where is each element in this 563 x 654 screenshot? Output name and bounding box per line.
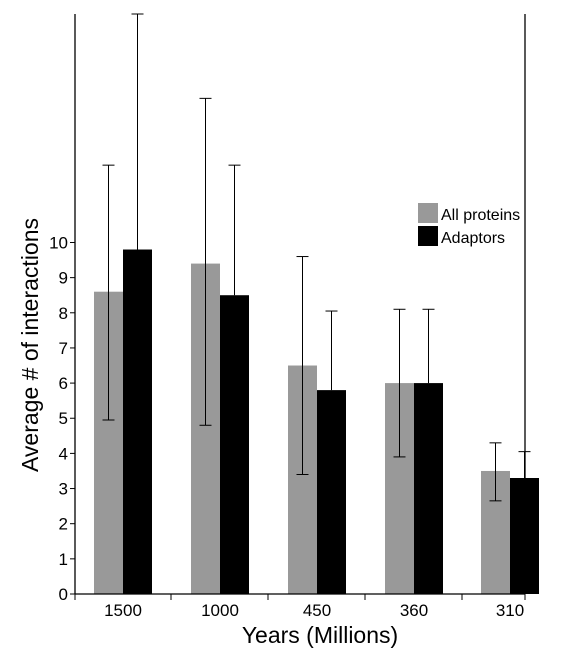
ticks-layer: 0 1 2 3 4 5 6 7 8 9 10 1500 1000 450 360 310 bbox=[49, 233, 526, 620]
x-tick-label-310: 310 bbox=[496, 601, 524, 620]
legend: All proteins Adaptors bbox=[418, 203, 520, 247]
y-tick-label-7: 7 bbox=[59, 339, 68, 358]
bar-adaptors-1000 bbox=[220, 295, 249, 594]
legend-swatch-adaptors bbox=[418, 226, 438, 246]
x-tick-label-450: 450 bbox=[303, 601, 331, 620]
y-tick-label-10: 10 bbox=[49, 233, 68, 252]
y-tick-label-2: 2 bbox=[59, 515, 68, 534]
axes-layer bbox=[74, 14, 526, 595]
bar-adaptors-1500 bbox=[123, 249, 152, 595]
x-tick-label-1000: 1000 bbox=[201, 601, 239, 620]
bar-adaptors-360 bbox=[414, 383, 443, 594]
y-axis-title: Average # of interactions bbox=[17, 218, 43, 472]
y-tick-label-1: 1 bbox=[59, 550, 68, 569]
x-tick-label-1500: 1500 bbox=[104, 601, 142, 620]
legend-swatch-all-proteins bbox=[418, 203, 438, 223]
y-tick-label-4: 4 bbox=[59, 444, 68, 463]
x-tick-label-360: 360 bbox=[400, 601, 428, 620]
bars-layer bbox=[94, 249, 539, 595]
y-tick-label-6: 6 bbox=[59, 374, 68, 393]
y-tick-label-0: 0 bbox=[59, 585, 68, 604]
error-bars-layer bbox=[102, 13, 531, 502]
y-tick-label-5: 5 bbox=[59, 409, 68, 428]
x-axis-title: Years (Millions) bbox=[242, 622, 398, 648]
legend-label-all-proteins: All proteins bbox=[441, 207, 520, 224]
y-tick-label-9: 9 bbox=[59, 269, 68, 288]
bar-adaptors-450 bbox=[317, 390, 346, 594]
legend-label-adaptors: Adaptors bbox=[441, 230, 505, 247]
y-tick-label-3: 3 bbox=[59, 480, 68, 499]
y-tick-label-8: 8 bbox=[59, 304, 68, 323]
